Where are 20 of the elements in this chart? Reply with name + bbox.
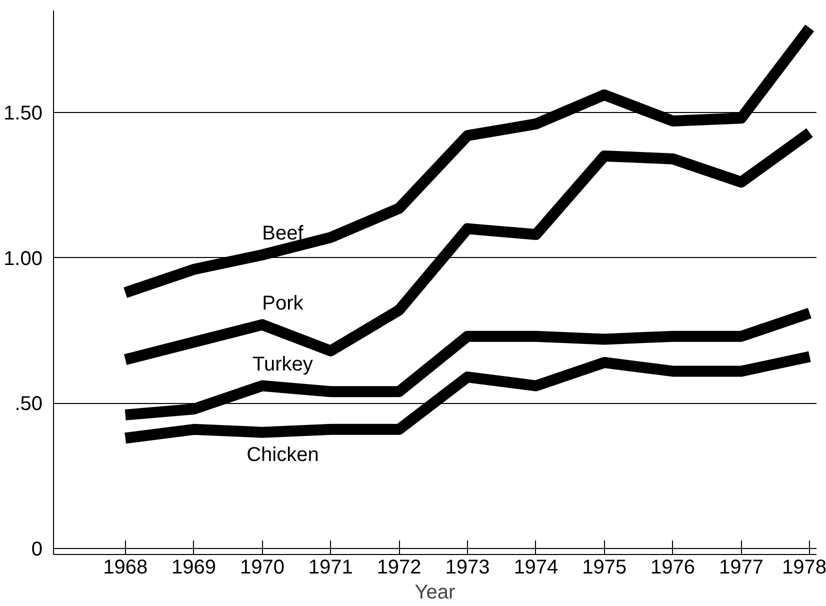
x-tick-label: 1968	[103, 556, 148, 578]
y-tick-label: .50	[14, 393, 43, 416]
x-tick-label: 1972	[376, 556, 422, 578]
series-label: Pork	[262, 292, 304, 314]
x-tick-label: 1973	[445, 556, 490, 578]
x-tick-label: 1974	[514, 556, 558, 578]
y-tick-label: 1.00	[4, 248, 43, 270]
x-tick-label: 1969	[172, 556, 216, 578]
series-label: Turkey	[252, 354, 313, 376]
x-tick-label: 1970	[240, 556, 284, 578]
y-tick-label: 0	[31, 538, 42, 561]
series-label: Beef	[262, 222, 304, 245]
y-tick-label: 1.50	[4, 102, 43, 124]
x-tick-label: 1971	[308, 556, 353, 578]
x-tick-label: 1977	[718, 556, 764, 578]
x-axis-title: Year	[414, 582, 456, 604]
x-tick-label: 1975	[582, 556, 627, 578]
series-label: Chicken	[246, 444, 319, 466]
x-tick-label: 1976	[650, 556, 696, 578]
x-tick-label: 1978	[782, 556, 826, 578]
